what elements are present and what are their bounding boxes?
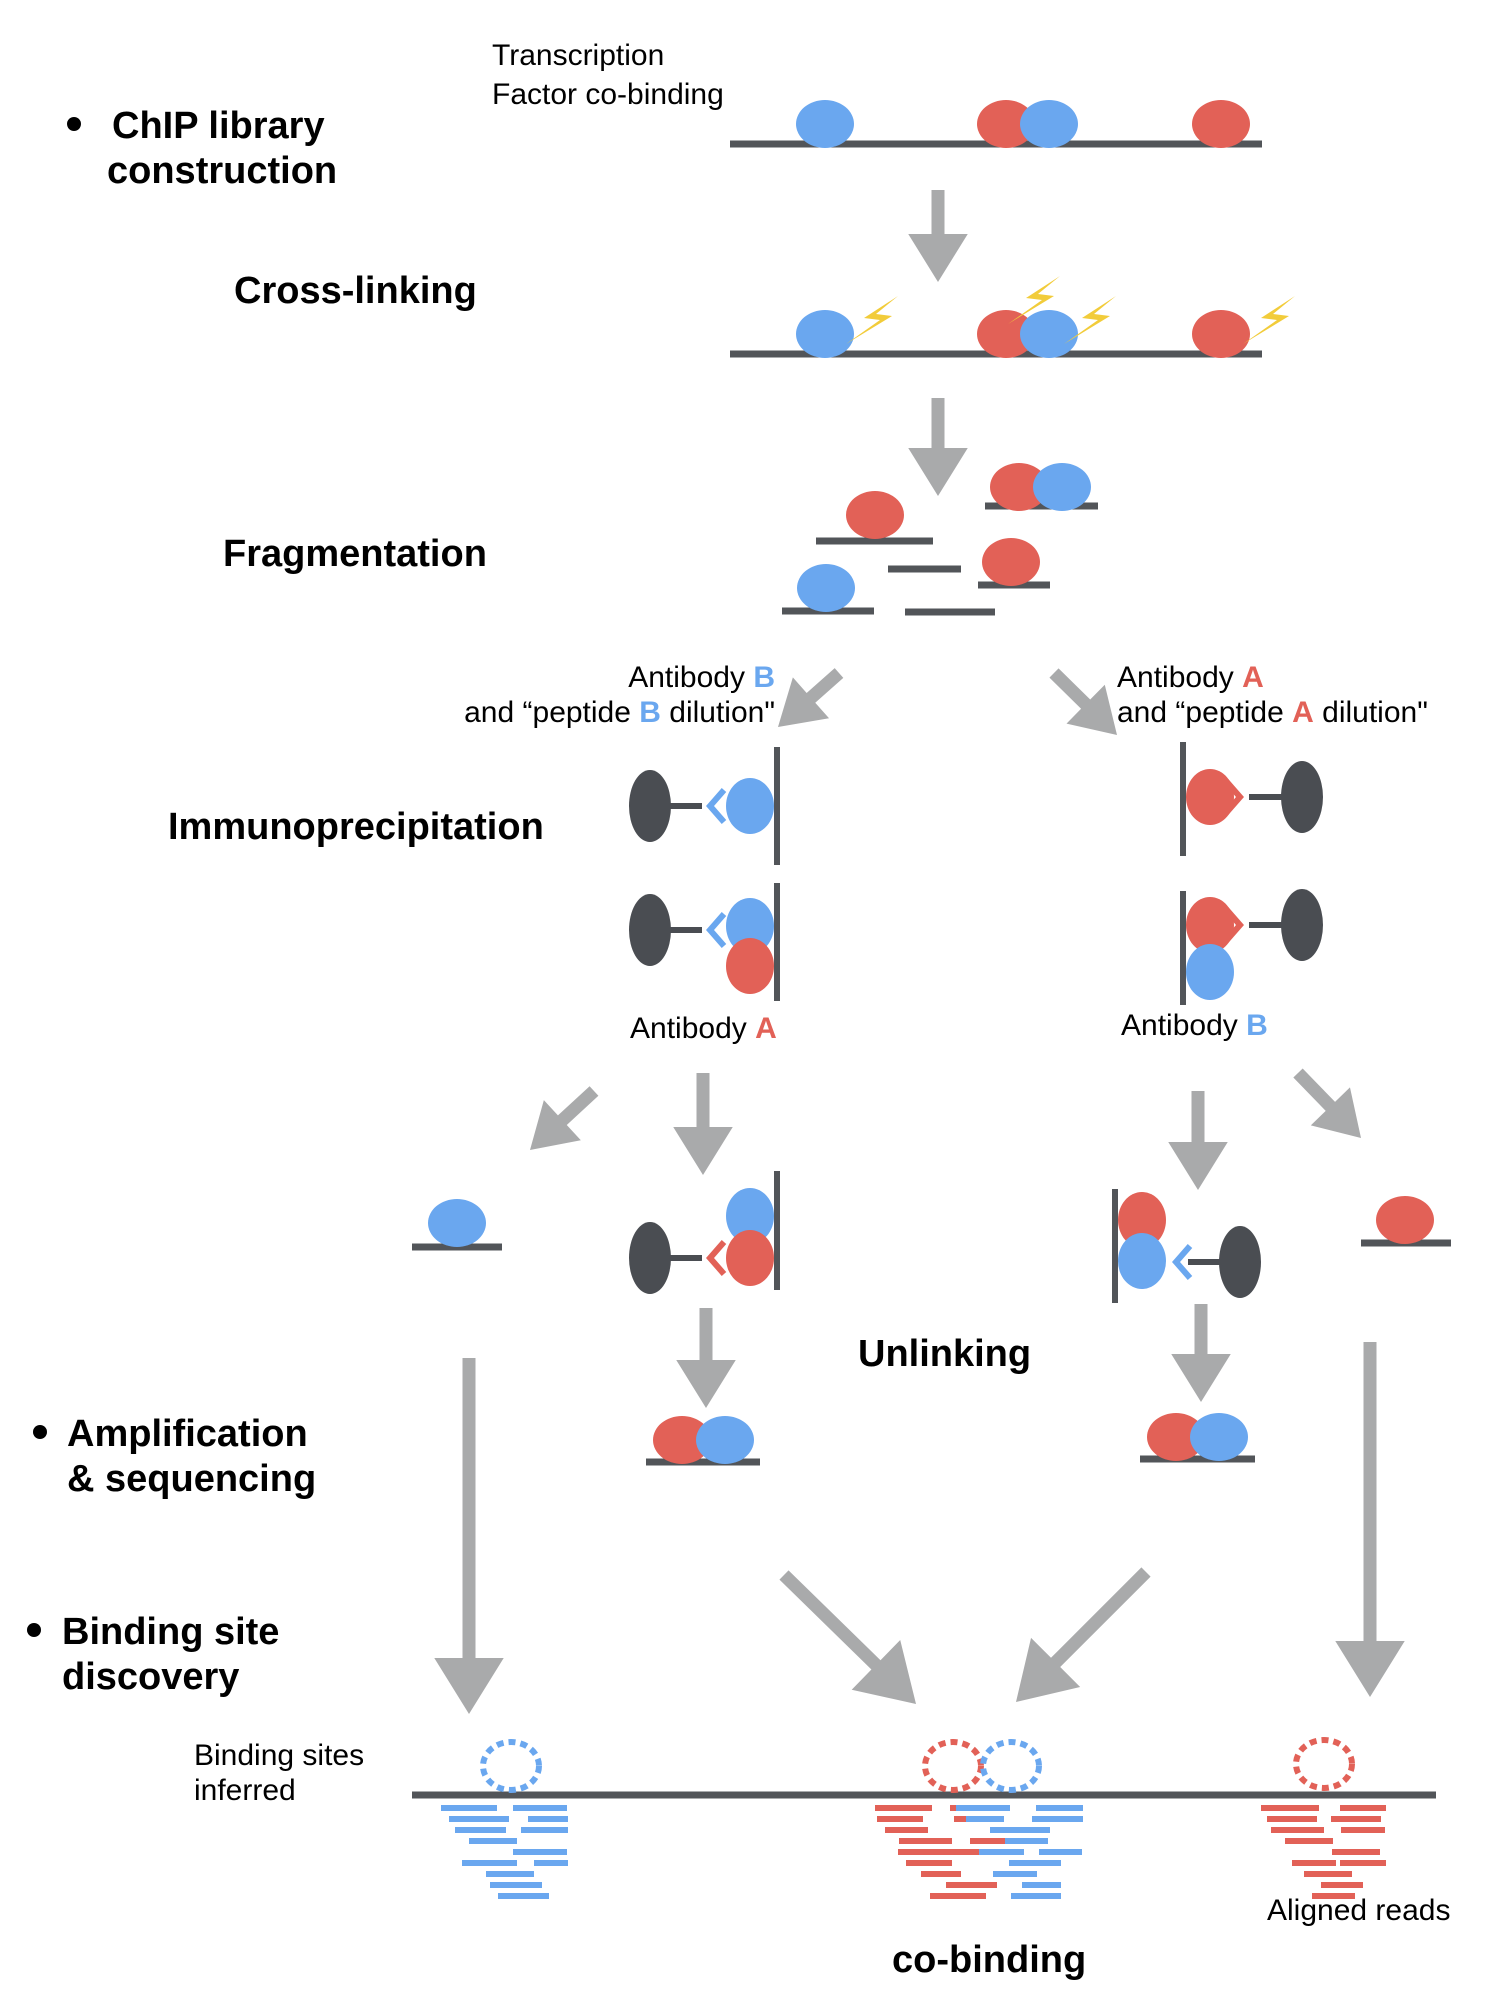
cobinding-label: co-binding (892, 1939, 1086, 1981)
process-arrow (908, 190, 968, 282)
factor-a (990, 463, 1048, 511)
bullet-discovery-line1: Binding site (62, 1611, 279, 1653)
factor-b (726, 1188, 774, 1244)
binding-sites-label-line2: inferred (194, 1774, 296, 1807)
antibody-chevron-icon (706, 788, 727, 824)
antibody-chevron-icon (706, 1240, 727, 1276)
binding-sites-label-line1: Binding sites (194, 1739, 364, 1772)
bullet-discovery-line2: discovery (62, 1656, 239, 1698)
factor-a (1192, 310, 1250, 358)
factor-b (1190, 1413, 1248, 1461)
factor-a (977, 100, 1035, 148)
factor-a (977, 310, 1035, 358)
factor-b (797, 564, 855, 612)
factor-b (696, 1416, 754, 1464)
process-arrow (908, 398, 968, 496)
crosslink-bolt-icon (1243, 296, 1295, 344)
factor-a (1118, 1192, 1166, 1248)
factor-a (1376, 1196, 1434, 1244)
step-crosslinking: Cross-linking (234, 270, 477, 312)
bullet-discovery: Binding site discovery (27, 1611, 279, 1698)
inferred-site-icon (980, 1739, 1042, 1793)
factor-a (846, 491, 904, 539)
process-arrow (1293, 1068, 1361, 1138)
factor-b (726, 778, 774, 834)
factor-b (1033, 463, 1091, 511)
arrows-layer (434, 190, 1405, 1714)
factor-b (1020, 100, 1078, 148)
left-branch-label-line1: Antibody B (628, 661, 775, 694)
step-immunoprecipitation: Immunoprecipitation (168, 806, 544, 848)
factor-a (982, 538, 1040, 586)
process-arrow (1171, 1304, 1231, 1402)
process-arrow (779, 1570, 916, 1704)
tf-label-line1: Transcription (492, 39, 664, 72)
factor-a (726, 938, 774, 994)
bullet-amplification-line1: Amplification (67, 1413, 308, 1455)
process-arrow (1016, 1567, 1151, 1702)
factor-a (1186, 897, 1234, 953)
bullet-dot (33, 1425, 47, 1439)
bullet-library-line1: ChIP library (112, 105, 325, 147)
factor-a (653, 1416, 711, 1464)
process-arrow (676, 1308, 736, 1408)
inferred-site-icon (1293, 1737, 1355, 1791)
second-antibody-left-label: Antibody A (630, 1012, 777, 1045)
antibody-chevron-icon (1172, 1244, 1193, 1280)
process-arrow (778, 668, 844, 727)
process-arrow (530, 1086, 599, 1150)
aligned-reads-label: Aligned reads (1267, 1894, 1450, 1927)
right-branch-label-line1: Antibody A (1117, 661, 1264, 694)
left-branch-label-line2: and “peptide B dilution" (464, 696, 775, 729)
factor-a (1186, 769, 1234, 825)
step-fragmentation: Fragmentation (223, 533, 487, 575)
factor-b (1020, 310, 1078, 358)
process-arrow (1168, 1091, 1228, 1190)
factor-a (1192, 100, 1250, 148)
process-arrow (1335, 1342, 1405, 1697)
process-arrow (673, 1073, 733, 1175)
antibody-chevron-icon (706, 912, 727, 948)
bullet-amplification: Amplification & sequencing (33, 1413, 316, 1500)
bullet-library-line2: construction (107, 150, 337, 192)
dna-layer (412, 140, 1451, 1799)
bullet-dot (27, 1623, 41, 1637)
factors-layer (428, 100, 1434, 1464)
factor-b (1118, 1233, 1166, 1289)
factor-b (428, 1199, 486, 1247)
factor-b (726, 898, 774, 954)
process-arrow (1049, 668, 1117, 735)
bullet-dot (67, 117, 81, 131)
factor-a (726, 1230, 774, 1286)
factor-a (1147, 1413, 1205, 1461)
step-unlinking: Unlinking (858, 1333, 1031, 1375)
inferred-site-icon (480, 1739, 542, 1793)
bullet-library: ChIP library construction (67, 105, 337, 192)
antibody-layer (629, 742, 1323, 1303)
factor-b (796, 100, 854, 148)
factor-b (796, 310, 854, 358)
second-antibody-right-label: Antibody B (1121, 1009, 1268, 1042)
inferred-site-icon (922, 1739, 984, 1793)
bullet-amplification-line2: & sequencing (67, 1458, 316, 1500)
reads-layer (441, 1805, 1386, 1899)
factor-b (1186, 944, 1234, 1000)
sites-layer (480, 1737, 1355, 1793)
right-branch-label-line2: and “peptide A dilution" (1117, 696, 1428, 729)
tf-label-line2: Factor co-binding (492, 78, 724, 111)
process-arrow (434, 1358, 504, 1714)
